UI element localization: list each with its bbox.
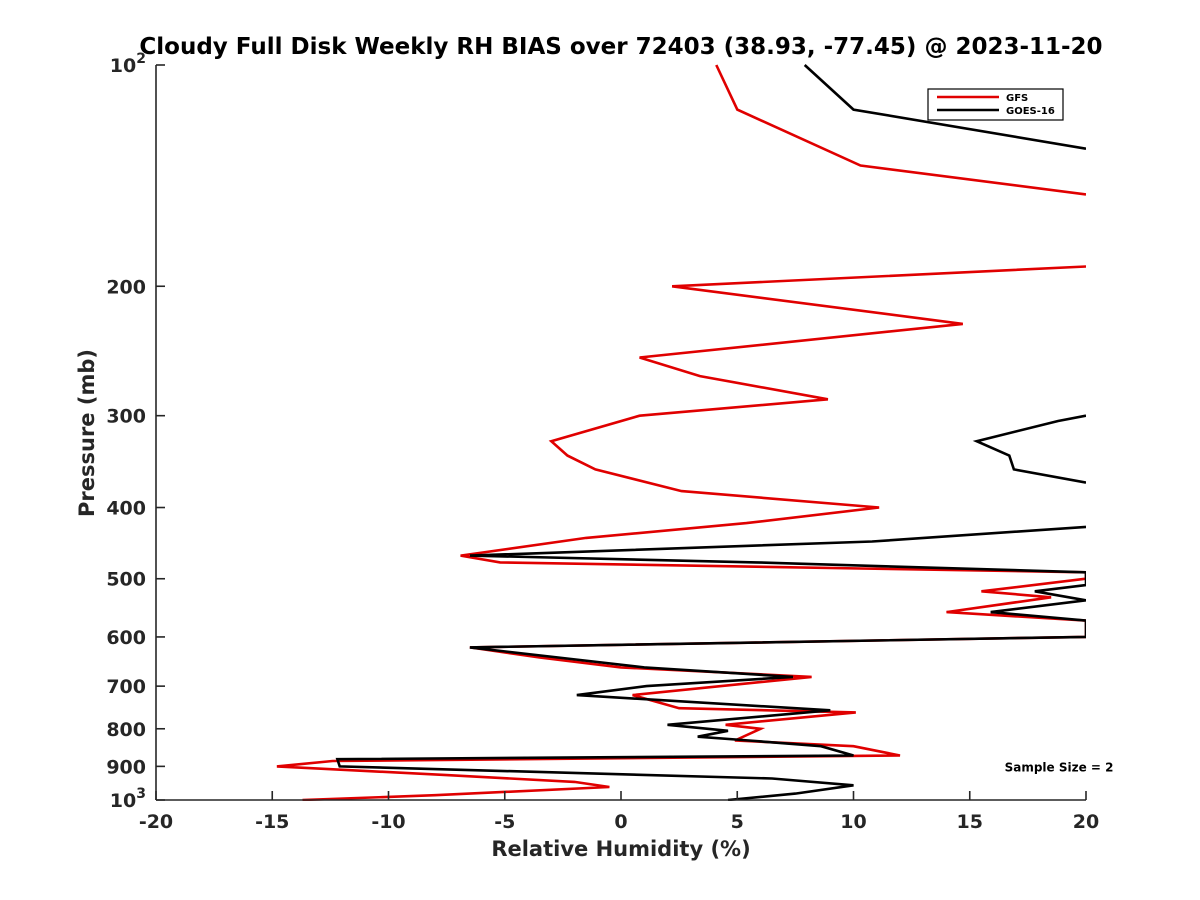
legend-box <box>927 88 1064 121</box>
y-tick-label: 900 <box>106 756 146 778</box>
y-tick-label: 400 <box>106 498 146 520</box>
y-tick-label: 700 <box>106 676 146 698</box>
legend-label-gfs: GFS <box>1006 93 1028 104</box>
y-tick-label: 102 <box>110 51 146 77</box>
legend-label-goes-16: GOES-16 <box>1006 106 1055 117</box>
x-tick-label: -10 <box>371 811 405 833</box>
y-ticks: 102 200 300 400 500 600 700 800 900 103 <box>106 51 165 812</box>
x-tick-label: -5 <box>494 811 515 833</box>
x-tick-label: 20 <box>1073 811 1099 833</box>
y-tick-label: 200 <box>106 276 146 298</box>
x-tick-label: 15 <box>957 811 983 833</box>
x-tick-label: 10 <box>840 811 866 833</box>
y-tick-label: 800 <box>106 719 146 741</box>
y-tick-label: 300 <box>106 406 146 428</box>
legend: GFS GOES-16 <box>927 88 1064 121</box>
x-tick-label: -15 <box>255 811 289 833</box>
y-tick-label: 103 <box>110 786 146 812</box>
chart-title: Cloudy Full Disk Weekly RH BIAS over 724… <box>139 34 1102 60</box>
series-layer <box>276 64 1086 801</box>
series-line-goes-16 <box>335 64 1086 801</box>
x-tick-label: -20 <box>139 811 173 833</box>
y-axis-label: Pressure (mb) <box>75 349 99 517</box>
x-axis-label: Relative Humidity (%) <box>491 837 750 861</box>
sample-size-annotation: Sample Size = 2 <box>1005 760 1114 774</box>
y-tick-label: 500 <box>106 569 146 591</box>
x-tick-label: 5 <box>731 811 744 833</box>
x-tick-label: 0 <box>614 811 627 833</box>
x-ticks: -20 -15 -10 -5 0 5 10 15 20 <box>139 791 1099 833</box>
axes: -20 -15 -10 -5 0 5 10 15 20 102 200 300 400 500 600 70… <box>106 51 1099 833</box>
y-tick-label: 600 <box>106 627 146 649</box>
